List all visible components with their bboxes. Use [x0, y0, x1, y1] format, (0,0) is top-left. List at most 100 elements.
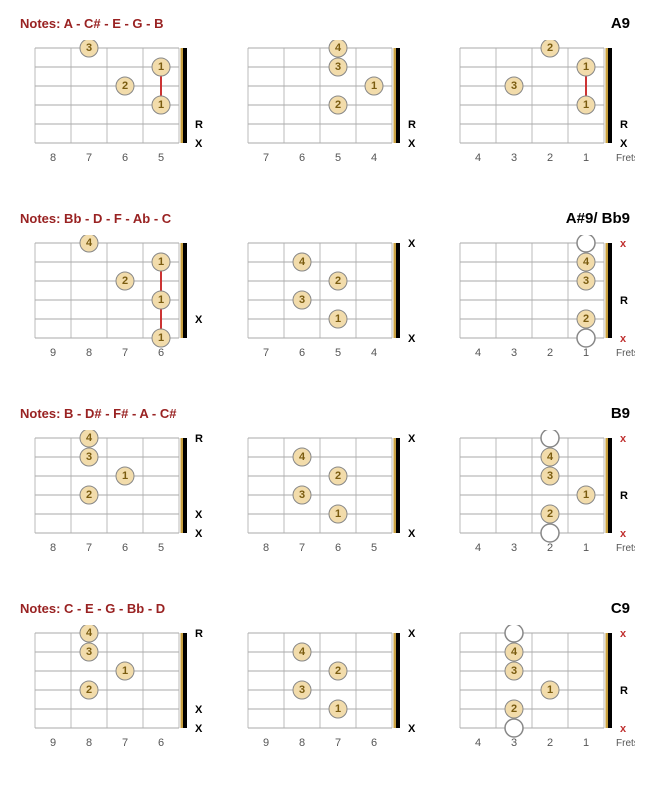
svg-text:2: 2 — [547, 542, 553, 554]
row-header: Notes: B - D# - F# - A - C#B9 — [15, 405, 635, 422]
chord-diagram: 11124X9876 — [15, 235, 210, 380]
chord-row: Notes: B - D# - F# - A - C#B91234RXX8765… — [15, 405, 635, 575]
svg-text:Frets: Frets — [616, 738, 635, 749]
diagram-cell: 1234RXX9876 — [15, 625, 210, 770]
diagram-cell: 1234xRx4321Frets — [440, 430, 635, 575]
mute-marker: X — [408, 628, 416, 640]
svg-text:1: 1 — [158, 61, 164, 73]
svg-text:1: 1 — [583, 737, 589, 749]
diagram-cell: 1234xRx4321Frets — [440, 625, 635, 770]
svg-text:3: 3 — [511, 152, 517, 164]
root-marker: R — [195, 628, 203, 640]
notes-label: Notes: A - C# - E - G - B — [20, 16, 163, 31]
mute-marker: x — [620, 528, 627, 540]
svg-text:8: 8 — [50, 542, 56, 554]
chord-diagram: 1234XX8765 — [228, 430, 423, 575]
root-marker: R — [620, 295, 628, 307]
mute-marker: X — [408, 238, 416, 250]
mute-marker: x — [620, 433, 627, 445]
svg-text:2: 2 — [122, 80, 128, 92]
chord-diagram: 1123RX8765 — [15, 40, 210, 185]
svg-text:1: 1 — [158, 256, 164, 268]
mute-marker: X — [408, 528, 416, 540]
chord-diagram: 1123RX4321Frets — [440, 40, 635, 185]
svg-text:6: 6 — [158, 737, 164, 749]
diagram-row: 1123RX87651234RX76541123RX4321Frets — [15, 40, 635, 185]
svg-text:8: 8 — [50, 152, 56, 164]
chord-diagram: 1234xRx4321Frets — [440, 430, 635, 575]
svg-text:4: 4 — [298, 646, 305, 658]
svg-text:2: 2 — [334, 99, 340, 111]
svg-text:7: 7 — [122, 347, 128, 359]
svg-text:2: 2 — [334, 665, 340, 677]
chord-row: Notes: C - E - G - Bb - DC91234RXX987612… — [15, 600, 635, 770]
root-marker: R — [195, 433, 203, 445]
svg-text:Frets: Frets — [616, 348, 635, 359]
svg-text:3: 3 — [298, 684, 304, 696]
svg-text:3: 3 — [511, 542, 517, 554]
chord-name: A#9/ Bb9 — [566, 210, 630, 227]
svg-text:2: 2 — [334, 470, 340, 482]
svg-text:4: 4 — [475, 737, 481, 749]
diagram-cell: 1234RXX8765 — [15, 430, 210, 575]
mute-marker: X — [195, 704, 203, 716]
svg-text:2: 2 — [547, 508, 553, 520]
svg-text:7: 7 — [86, 152, 92, 164]
svg-text:1: 1 — [122, 665, 128, 677]
svg-text:2: 2 — [583, 313, 589, 325]
chord-diagram: 1234XX9876 — [228, 625, 423, 770]
svg-text:5: 5 — [370, 542, 376, 554]
svg-text:3: 3 — [86, 451, 92, 463]
svg-text:2: 2 — [547, 42, 553, 54]
mute-marker: X — [195, 509, 203, 521]
svg-text:3: 3 — [511, 737, 517, 749]
svg-text:5: 5 — [334, 152, 340, 164]
svg-text:6: 6 — [122, 152, 128, 164]
diagram-row: 11124X98761234XX7654234xRx4321Frets — [15, 235, 635, 380]
svg-text:1: 1 — [583, 152, 589, 164]
svg-text:2: 2 — [547, 152, 553, 164]
diagram-cell: 1234XX7654 — [228, 235, 423, 380]
svg-text:4: 4 — [370, 347, 376, 359]
diagram-cell: 1123RX4321Frets — [440, 40, 635, 185]
svg-text:4: 4 — [334, 42, 341, 54]
svg-text:3: 3 — [583, 275, 589, 287]
row-header: Notes: C - E - G - Bb - DC9 — [15, 600, 635, 617]
mute-marker: x — [620, 723, 627, 735]
chord-diagram: 234xRx4321Frets — [440, 235, 635, 380]
diagram-row: 1234RXX87651234XX87651234xRx4321Frets — [15, 430, 635, 575]
svg-text:3: 3 — [511, 80, 517, 92]
svg-text:4: 4 — [86, 627, 93, 639]
mute-marker: x — [620, 333, 627, 345]
chord-row: Notes: A - C# - E - G - BA91123RX8765123… — [15, 15, 635, 185]
chord-diagram: 1234XX7654 — [228, 235, 423, 380]
svg-text:8: 8 — [86, 347, 92, 359]
svg-text:4: 4 — [547, 451, 554, 463]
svg-text:4: 4 — [370, 152, 376, 164]
mute-marker: X — [195, 723, 203, 735]
mute-marker: X — [195, 314, 203, 326]
mute-marker: X — [408, 138, 416, 150]
mute-marker: X — [408, 433, 416, 445]
chord-chart-page: Notes: A - C# - E - G - B A9 1 1 2 3 R X 8 7 6 5 1 2 3… — [15, 15, 635, 770]
svg-text:1: 1 — [583, 99, 589, 111]
svg-text:6: 6 — [122, 542, 128, 554]
svg-text:9: 9 — [262, 737, 268, 749]
svg-text:6: 6 — [334, 542, 340, 554]
svg-text:5: 5 — [158, 152, 164, 164]
svg-text:5: 5 — [334, 347, 340, 359]
svg-text:6: 6 — [298, 347, 304, 359]
svg-text:2: 2 — [86, 489, 92, 501]
svg-text:2: 2 — [86, 684, 92, 696]
svg-text:1: 1 — [334, 313, 340, 325]
svg-text:7: 7 — [262, 152, 268, 164]
root-marker: R — [620, 490, 628, 502]
svg-text:7: 7 — [122, 737, 128, 749]
svg-text:3: 3 — [298, 294, 304, 306]
svg-text:1: 1 — [122, 470, 128, 482]
chord-name: A9 — [611, 15, 630, 32]
svg-text:3: 3 — [511, 347, 517, 359]
svg-text:3: 3 — [86, 42, 92, 54]
svg-text:Frets: Frets — [616, 543, 635, 554]
svg-text:1: 1 — [158, 332, 164, 344]
